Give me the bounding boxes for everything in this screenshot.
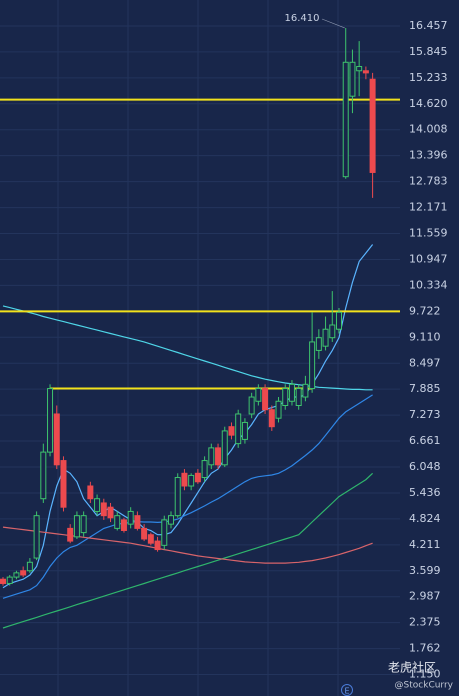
candle-body <box>255 388 262 402</box>
y-tick-label: 10.947 <box>409 252 448 265</box>
y-tick-label: 12.171 <box>409 201 448 214</box>
y-tick-label: 1.762 <box>409 642 441 655</box>
y-tick-label: 2.375 <box>409 616 441 629</box>
candle-body <box>154 540 161 551</box>
candle-body <box>201 460 208 479</box>
y-tick-label: 10.334 <box>409 278 448 291</box>
candle-body <box>94 498 101 512</box>
candle-body <box>174 477 181 517</box>
y-tick-label: 8.497 <box>409 356 441 369</box>
candle-body <box>6 576 13 584</box>
candle-body <box>275 400 282 419</box>
y-tick-label: 4.824 <box>409 512 441 525</box>
moving-average-line <box>2 394 373 599</box>
y-tick-label: 14.008 <box>409 123 448 136</box>
candle-body <box>26 561 33 572</box>
candle-body <box>228 426 235 436</box>
candle-body <box>309 341 316 390</box>
candle-body <box>282 388 289 406</box>
event-marker-label: E <box>344 687 349 696</box>
candle-body <box>208 447 215 466</box>
y-tick-label: 7.885 <box>409 382 441 395</box>
moving-average-line <box>2 472 374 629</box>
candle-body <box>194 472 201 483</box>
candle-body <box>60 460 67 508</box>
candle-body <box>80 515 87 534</box>
candle-body <box>322 328 329 347</box>
candle-body <box>295 388 302 406</box>
candle-body <box>73 515 80 538</box>
max-label-leader <box>321 18 345 29</box>
candle-body <box>47 388 54 453</box>
y-tick-label: 7.273 <box>409 408 441 421</box>
candle-body <box>0 578 6 584</box>
y-tick-label: 15.233 <box>409 71 448 84</box>
max-label: 16.410 <box>285 13 320 24</box>
watermark-title: 老虎社区 <box>388 660 436 675</box>
candle-body <box>114 515 121 529</box>
candle-body <box>161 519 168 546</box>
candle-body <box>342 61 349 178</box>
y-tick-label: 12.783 <box>409 175 448 188</box>
candle-body <box>168 515 174 525</box>
y-tick-label: 4.211 <box>409 538 441 551</box>
y-tick-label: 16.457 <box>409 19 448 32</box>
candle-body <box>349 61 356 97</box>
y-tick-label: 9.110 <box>409 330 441 343</box>
candle-body <box>336 311 342 330</box>
candle-body <box>100 502 107 517</box>
y-tick-label: 11.559 <box>409 227 448 240</box>
candle-body <box>369 78 376 173</box>
moving-average-line <box>2 526 373 564</box>
y-tick-label: 6.661 <box>409 434 441 447</box>
candle-body <box>302 383 309 398</box>
candle-body <box>13 572 20 578</box>
candle-body <box>268 409 275 428</box>
candle-body <box>288 383 295 402</box>
candle-body <box>241 421 248 440</box>
candle-body <box>181 472 188 487</box>
y-tick-label: 13.396 <box>409 149 448 162</box>
watermark-handle: @StockCurry <box>395 681 454 691</box>
candle-body <box>147 534 154 544</box>
candle-body <box>33 515 40 559</box>
candle-body <box>107 506 114 519</box>
y-tick-label: 5.436 <box>409 486 441 499</box>
candle-body <box>67 527 74 542</box>
y-tick-label: 14.620 <box>409 97 448 110</box>
candle-body <box>329 324 336 339</box>
candle-body <box>235 413 242 445</box>
y-tick-label: 9.722 <box>409 304 441 317</box>
candle-body <box>356 66 363 72</box>
candle-body <box>262 388 269 411</box>
candle-body <box>87 485 94 500</box>
candle-body <box>134 515 141 529</box>
candle-body <box>40 451 47 500</box>
y-tick-label: 6.048 <box>409 460 441 473</box>
candle-body <box>248 396 255 415</box>
candle-body <box>127 510 134 525</box>
y-tick-label: 15.845 <box>409 45 448 58</box>
y-tick-label: 1.150 <box>409 668 441 681</box>
y-tick-label: 3.599 <box>409 564 441 577</box>
candle-body <box>20 570 27 576</box>
candle-body <box>315 337 322 351</box>
candle-body <box>215 447 222 466</box>
y-tick-label: 2.987 <box>409 590 441 603</box>
candle-body <box>221 430 228 466</box>
candle-body <box>188 474 195 487</box>
candle-body <box>362 70 369 74</box>
vertical-grid <box>57 0 339 696</box>
candle-body <box>53 413 60 466</box>
candle-body <box>141 527 148 540</box>
candle-body <box>120 519 127 531</box>
